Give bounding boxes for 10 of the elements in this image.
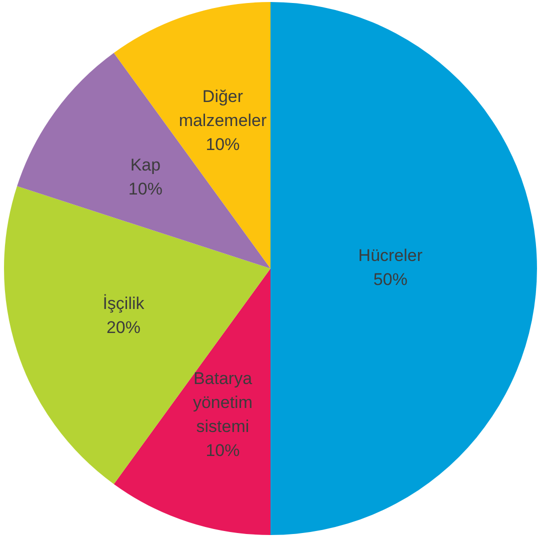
data-label: 10% bbox=[206, 135, 240, 154]
slice-label: Diğer malzemeler bbox=[178, 87, 267, 130]
data-label: 10% bbox=[128, 179, 162, 198]
slice-label: Hücreler bbox=[358, 246, 423, 266]
data-label: 20% bbox=[106, 318, 141, 337]
slice-label: Batarya yönetim sistemi bbox=[192, 369, 253, 436]
slice-label: Kap bbox=[130, 155, 161, 174]
data-label: 10% bbox=[206, 441, 240, 460]
slice-label: İşçilik bbox=[102, 294, 145, 313]
data-label: 50% bbox=[373, 270, 408, 290]
